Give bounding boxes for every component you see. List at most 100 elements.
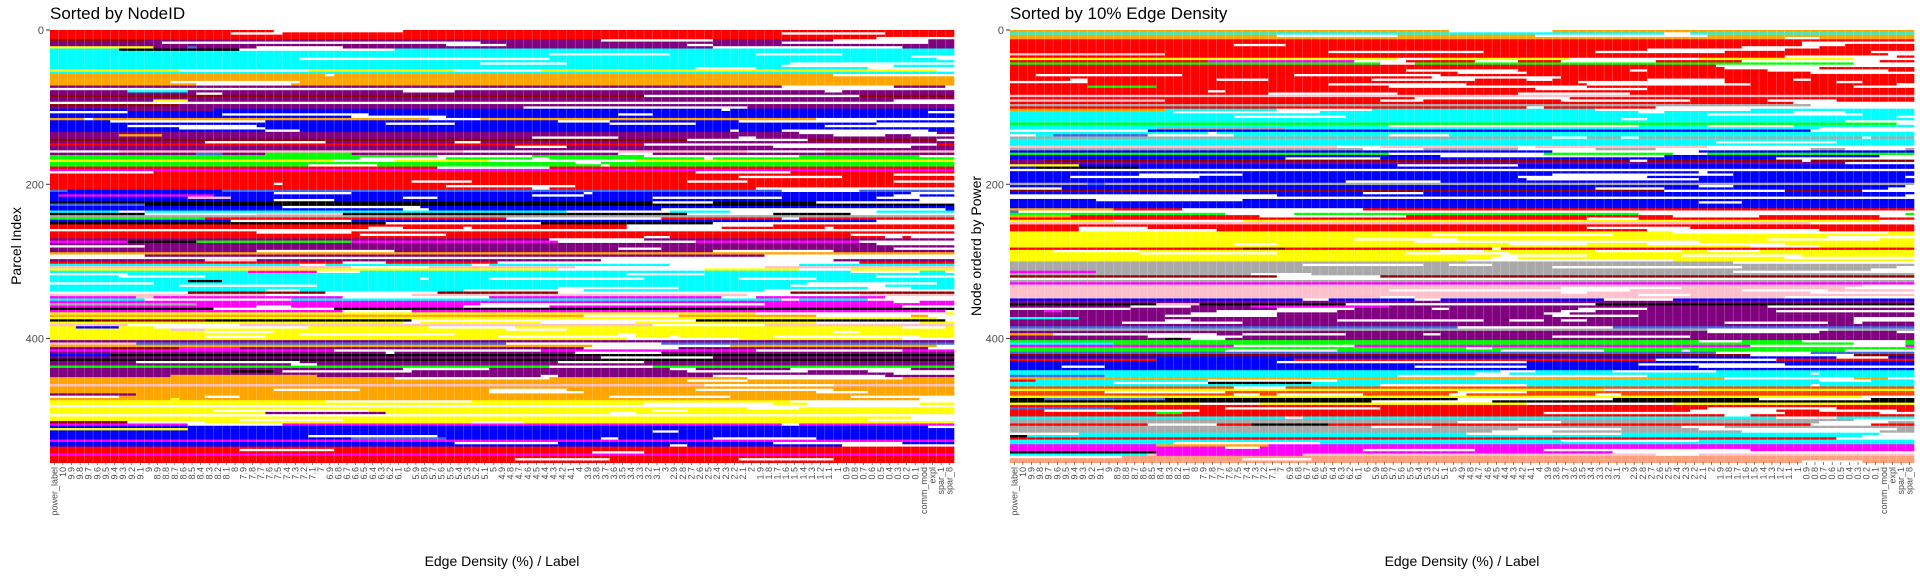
heatmap-cell xyxy=(540,388,567,392)
heatmap-cell xyxy=(1767,196,1863,200)
heatmap-cell xyxy=(850,212,877,216)
heatmap-cell xyxy=(1130,351,1140,355)
x-tick-label: 9.9 xyxy=(1027,467,1037,480)
x-tick-label: 7.4 xyxy=(282,467,292,480)
heatmap-cell xyxy=(1010,238,1157,241)
heatmap-cell xyxy=(1724,85,1855,89)
heatmap-cell xyxy=(876,448,955,452)
heatmap-cell xyxy=(1466,435,1493,438)
heatmap-cell xyxy=(928,293,955,297)
heatmap-cell xyxy=(420,85,533,89)
heatmap-cell xyxy=(859,94,955,98)
heatmap-cell xyxy=(1010,240,1123,244)
x-tick-label: 7 xyxy=(1276,467,1286,472)
heatmap-cell xyxy=(187,349,335,352)
heatmap-cell xyxy=(1096,235,1243,239)
heatmap-cell xyxy=(928,205,955,209)
heatmap-cell xyxy=(265,150,309,153)
heatmap-cell xyxy=(84,53,163,56)
heatmap-cell xyxy=(876,108,955,112)
heatmap-cell xyxy=(1474,381,1605,385)
heatmap-cell xyxy=(1612,326,1657,329)
heatmap-cell xyxy=(1216,71,1329,75)
heatmap-cell xyxy=(1208,131,1217,135)
heatmap-cell xyxy=(170,80,300,84)
heatmap-cell xyxy=(480,256,524,260)
heatmap-cell xyxy=(1233,134,1295,137)
heatmap-cell xyxy=(204,161,249,165)
heatmap-cell xyxy=(583,64,662,68)
heatmap-cell xyxy=(644,178,757,181)
heatmap-cell xyxy=(1027,296,1071,299)
heatmap-cell xyxy=(1905,178,1915,181)
heatmap-cell xyxy=(101,154,249,158)
heatmap-cell xyxy=(93,275,120,278)
x-tick-label: 1.4 xyxy=(1758,467,1768,480)
heatmap-cell xyxy=(540,245,550,248)
x-tick-label: 7.8 xyxy=(1207,467,1217,480)
heatmap-cell xyxy=(583,354,697,357)
x-tick-label: 8.2 xyxy=(1173,467,1183,480)
heatmap-cell xyxy=(1698,43,1743,47)
heatmap-cell xyxy=(1190,319,1338,322)
heatmap-cell xyxy=(50,92,197,96)
heatmap-cell xyxy=(730,215,757,218)
heatmap-cell xyxy=(179,69,309,72)
heatmap-cell xyxy=(1380,384,1527,387)
heatmap-cell xyxy=(1500,41,1631,45)
heatmap-cell xyxy=(1078,164,1157,167)
heatmap-cell xyxy=(1672,298,1803,302)
heatmap-cell xyxy=(144,377,257,380)
heatmap-cell xyxy=(1388,453,1484,457)
heatmap-cell xyxy=(695,67,757,70)
heatmap-cell xyxy=(1388,111,1467,114)
heatmap-cell xyxy=(876,259,955,262)
heatmap-cell xyxy=(480,117,628,121)
heatmap-cell xyxy=(1010,46,1123,49)
x-tick-label: 9.3 xyxy=(1078,467,1088,480)
heatmap-cell xyxy=(1888,210,1898,214)
heatmap-cell xyxy=(1431,312,1545,315)
heatmap-cell xyxy=(394,48,438,52)
x-tick-label: 3 xyxy=(1621,467,1631,472)
heatmap-cell xyxy=(1431,402,1527,406)
x-tick-label: 4.2 xyxy=(557,467,567,480)
heatmap-cell xyxy=(1535,34,1682,38)
heatmap-cell xyxy=(1819,229,1829,232)
heatmap-cell xyxy=(50,402,111,406)
x-tick-label: 3.6 xyxy=(609,467,619,480)
heatmap-cell xyxy=(1388,104,1467,107)
x-tick-label: 9.6 xyxy=(1052,467,1062,480)
heatmap-cell xyxy=(1319,134,1329,137)
heatmap-cell xyxy=(385,453,481,457)
heatmap-cell xyxy=(661,64,757,68)
heatmap-cell xyxy=(420,39,481,42)
heatmap-cell xyxy=(471,316,619,320)
heatmap-cell xyxy=(1905,78,1915,82)
x-tick-label: 5.2 xyxy=(471,467,481,480)
heatmap-cell xyxy=(437,76,516,79)
heatmap-cell xyxy=(1845,453,1906,457)
heatmap-cell xyxy=(1354,358,1364,362)
heatmap-cell xyxy=(669,333,817,336)
heatmap-cell xyxy=(1354,55,1364,59)
heatmap-cell xyxy=(626,428,722,431)
heatmap-cell xyxy=(1698,161,1846,165)
heatmap-cell xyxy=(1664,32,1691,35)
heatmap-cell xyxy=(609,409,653,413)
heatmap-cell xyxy=(1027,111,1174,114)
heatmap-cell xyxy=(1836,416,1915,420)
heatmap-cell xyxy=(1681,316,1760,320)
heatmap-cell xyxy=(1655,196,1768,200)
heatmap-cell xyxy=(1492,395,1570,399)
heatmap-cell xyxy=(1388,198,1519,202)
heatmap-cell xyxy=(1586,178,1700,181)
heatmap-cell xyxy=(325,305,387,309)
heatmap-cell xyxy=(497,92,576,96)
heatmap-cell xyxy=(1715,64,1811,68)
heatmap-cell xyxy=(575,300,705,304)
heatmap-cell xyxy=(885,194,895,197)
heatmap-cell xyxy=(273,124,387,128)
heatmap-cell xyxy=(368,138,447,142)
heatmap-cell xyxy=(1784,323,1915,327)
